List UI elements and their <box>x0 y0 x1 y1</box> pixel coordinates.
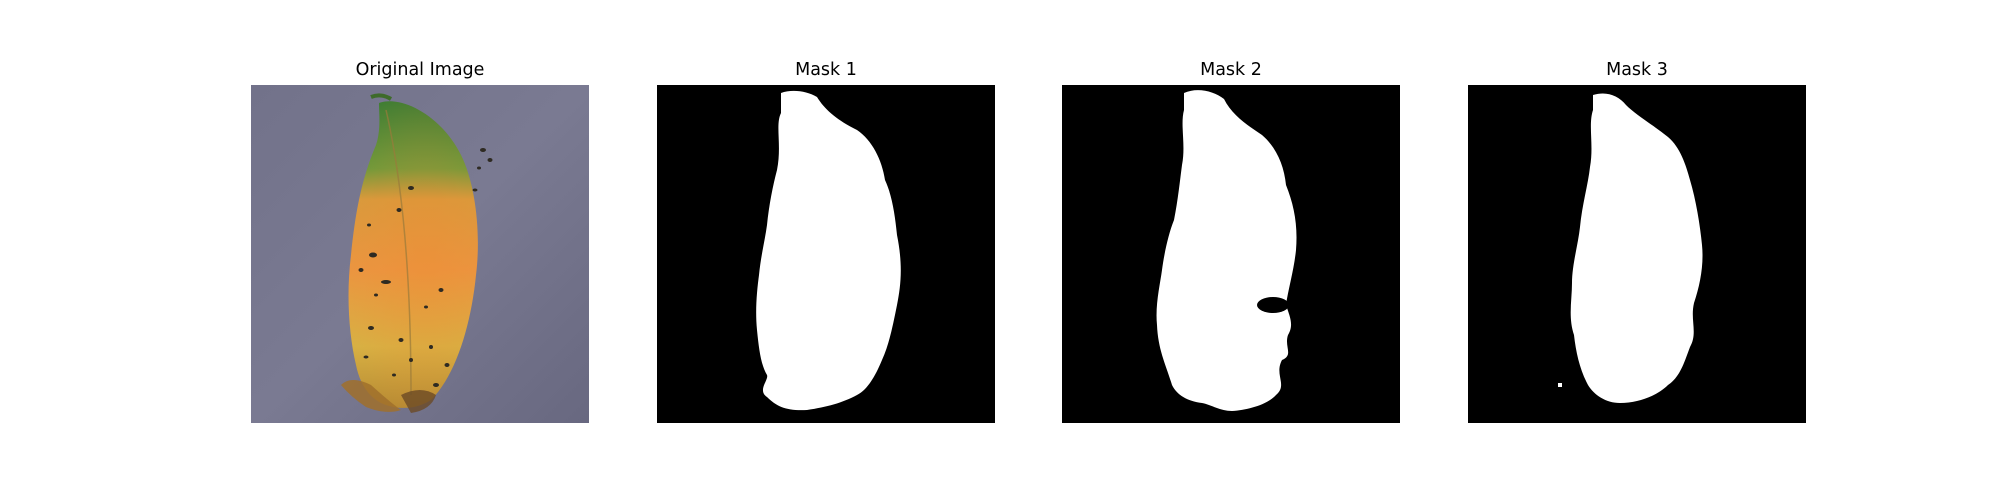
mask-2-region <box>1156 90 1297 411</box>
leaf-midrib <box>385 109 412 396</box>
mask-1-image <box>657 85 995 423</box>
leaf-stem <box>370 93 393 101</box>
panel-mask-3: Mask 3 <box>1468 55 1806 423</box>
mask-3-speck <box>1558 383 1562 387</box>
panel-title: Mask 3 <box>1606 60 1668 80</box>
panel-mask-2: Mask 2 <box>1062 55 1400 423</box>
panel-mask-1: Mask 1 <box>657 55 995 423</box>
mask-3-region <box>1570 93 1703 403</box>
mask-1-region <box>756 90 901 411</box>
leaf-spots <box>358 148 493 387</box>
panel-title: Original Image <box>355 60 485 80</box>
panel-title: Mask 1 <box>795 60 857 80</box>
leaf-base <box>341 380 401 412</box>
panel-title: Mask 2 <box>1200 60 1262 80</box>
original-image <box>251 85 589 423</box>
mask-3-image <box>1468 85 1806 423</box>
panel-original-image: Original Image <box>251 55 589 423</box>
mask-2-image <box>1062 85 1400 423</box>
mask-2-hole <box>1257 297 1289 313</box>
